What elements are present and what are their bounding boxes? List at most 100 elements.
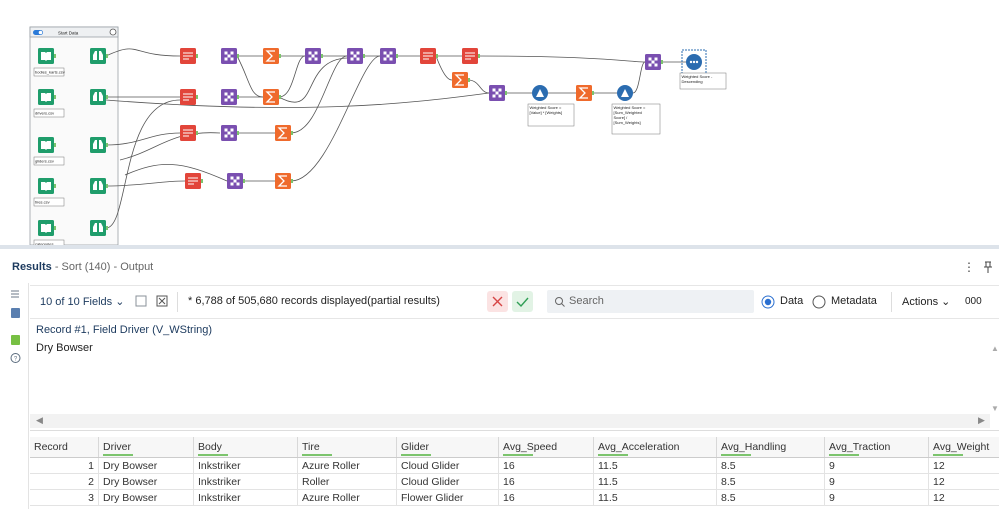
table-cell: Cloud Glider (396, 457, 499, 474)
column-name: Glider (401, 441, 430, 453)
tool-red[interactable] (180, 125, 198, 141)
tool-red[interactable] (180, 89, 198, 105)
column-header[interactable]: Record (30, 437, 99, 458)
pin[interactable] (983, 261, 993, 273)
tool-sum[interactable] (263, 89, 281, 105)
table-cell: 11.5 (593, 489, 717, 506)
tool-join[interactable] (305, 48, 323, 64)
connection (105, 132, 181, 146)
tool-red[interactable] (180, 48, 198, 64)
input-label-box (33, 197, 65, 207)
actions-dropdown[interactable]: Actions ⌄ (902, 296, 951, 308)
results-sidebar: ? (0, 283, 29, 509)
table-row[interactable]: 2 Dry Bowser Inkstriker Roller Cloud Glider 1… (30, 473, 999, 490)
column-header[interactable]: Avg_Traction (824, 437, 929, 458)
column-name: Avg_Speed (503, 441, 558, 453)
tool-sum[interactable] (452, 72, 470, 88)
tool-join[interactable] (380, 48, 398, 64)
tool-browse[interactable] (90, 220, 108, 236)
column-header[interactable]: Tire (297, 437, 397, 458)
table-cell: 9 (824, 473, 929, 490)
sidebar-icons: ? (10, 290, 21, 363)
table-view[interactable] (11, 308, 20, 318)
search-box[interactable]: Search (547, 290, 754, 313)
results-title: Results (12, 261, 52, 273)
connection (236, 55, 264, 98)
column-name: Tire (302, 441, 320, 453)
select-fields[interactable] (135, 295, 147, 307)
table-cell: Azure Roller (297, 489, 397, 506)
field-buttons (135, 295, 168, 307)
tool-sum[interactable] (275, 173, 293, 189)
tool-join[interactable] (221, 125, 239, 141)
message-view[interactable] (11, 335, 20, 345)
tool-input[interactable] (38, 178, 56, 194)
table-cell: Cloud Glider (396, 473, 499, 490)
tool-browse[interactable] (90, 137, 108, 153)
tool-join[interactable] (221, 89, 239, 105)
column-name: Avg_Acceleration (598, 441, 680, 453)
column-header[interactable]: Avg_Weight (928, 437, 999, 458)
column-name: Avg_Traction (829, 441, 891, 453)
table-cell: 11.5 (593, 473, 717, 490)
annotation: Weighted Score = [Sum_Weighted Score] / [Su… (614, 105, 646, 125)
actions-label: Actions (902, 296, 939, 308)
tool-blue[interactable] (532, 85, 548, 101)
tool-input[interactable] (38, 137, 56, 153)
tool-red[interactable] (185, 173, 203, 189)
tool-join[interactable] (645, 54, 663, 70)
input-label: gliders.csv (35, 159, 54, 164)
tool-browse[interactable] (90, 89, 108, 105)
tool-input[interactable] (38, 48, 56, 64)
tool-browse[interactable] (90, 178, 108, 194)
metadata-radio[interactable] (812, 295, 826, 309)
table-cell: Dry Bowser (98, 489, 194, 506)
input-label: tires.csv (35, 200, 50, 205)
tool-red[interactable] (420, 48, 438, 64)
menu-dots[interactable]: ⋮ (963, 260, 975, 274)
fields-dropdown[interactable]: 10 of 10 Fields ⌄ (40, 296, 125, 308)
tool-blue[interactable] (617, 85, 633, 101)
column-header[interactable]: Driver (98, 437, 194, 458)
tool-sum[interactable] (263, 48, 281, 64)
tool-input[interactable] (38, 220, 56, 236)
table-row[interactable]: 1 Dry Bowser Inkstriker Azure Roller Cloud G… (30, 457, 999, 474)
clear-fields[interactable] (156, 295, 168, 307)
h-scrollbar[interactable] (30, 414, 990, 428)
tool-join[interactable] (489, 85, 507, 101)
tool-browse[interactable] (90, 48, 108, 64)
column-name: Avg_Handling (721, 441, 787, 453)
tool-sum[interactable] (576, 85, 594, 101)
svg-text:?: ? (14, 357, 18, 363)
table-cell: Inkstriker (193, 489, 298, 506)
tool-red[interactable] (462, 48, 480, 64)
data-radio[interactable] (761, 295, 775, 309)
tool-join[interactable] (347, 48, 365, 64)
apply-button[interactable] (512, 291, 533, 312)
column-header[interactable]: Avg_Speed (498, 437, 594, 458)
connection (105, 48, 181, 57)
tool-join[interactable] (227, 173, 245, 189)
connection (290, 55, 381, 182)
column-header[interactable]: Glider (396, 437, 499, 458)
pane-divider (0, 245, 999, 249)
results-table: Record Driver Body Tire Glider Avg_Speed Avg_A… (30, 437, 999, 506)
results-subtitle: - Sort (140) - Output (54, 261, 154, 273)
tool-join[interactable] (221, 48, 239, 64)
table-cell: 12 (928, 457, 999, 474)
table-cell: Inkstriker (193, 457, 298, 474)
column-header[interactable]: Avg_Acceleration (593, 437, 717, 458)
tool-sum[interactable] (275, 125, 293, 141)
search-placeholder: Search (569, 295, 604, 307)
column-header[interactable]: Body (193, 437, 298, 458)
table-cell: Inkstriker (193, 473, 298, 490)
tool-input[interactable] (38, 89, 56, 105)
column-header[interactable]: Avg_Handling (716, 437, 825, 458)
table-cell: 12 (928, 489, 999, 506)
table-cell: 3 (30, 489, 99, 506)
table-row[interactable]: 3 Dry Bowser Inkstriker Azure Roller Flower … (30, 489, 999, 506)
column-name: Record (34, 441, 68, 453)
input-label-box (33, 239, 65, 245)
input-label-box (33, 108, 65, 118)
